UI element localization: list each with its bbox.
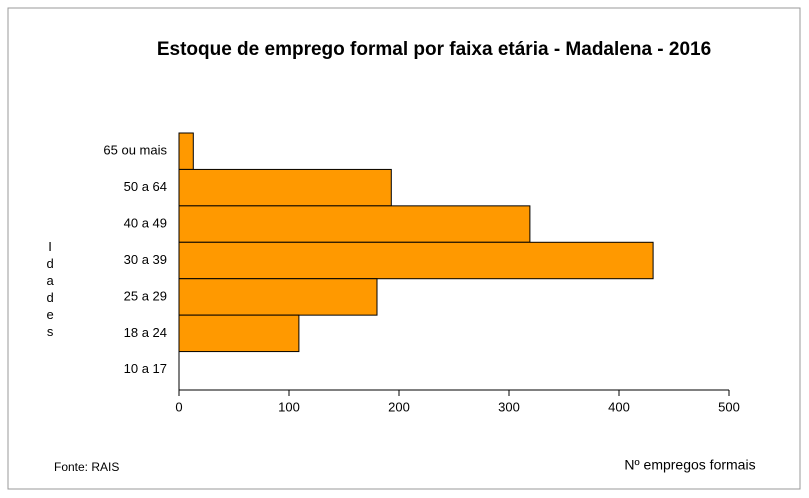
y-tick-label: 65 ou mais bbox=[103, 143, 167, 158]
bar bbox=[178, 314, 300, 353]
y-tick-label: 18 a 24 bbox=[124, 325, 167, 340]
x-tick-label: 0 bbox=[175, 399, 182, 414]
bar bbox=[178, 205, 531, 243]
y-tick-label: 25 a 29 bbox=[124, 288, 167, 303]
bar bbox=[178, 168, 392, 207]
y-axis-label: Idades bbox=[43, 239, 58, 341]
x-tick-label: 200 bbox=[388, 399, 410, 414]
x-tick-label: 400 bbox=[608, 399, 630, 414]
y-tick-label: 40 a 49 bbox=[124, 216, 167, 231]
bar bbox=[178, 278, 378, 316]
x-axis-label: Nº empregos formais bbox=[624, 457, 755, 473]
y-tick-label: 50 a 64 bbox=[124, 179, 167, 194]
x-tick-label: 300 bbox=[498, 399, 520, 414]
x-tick-label: 500 bbox=[718, 399, 740, 414]
bar bbox=[178, 241, 654, 280]
x-tick-label: 100 bbox=[278, 399, 300, 414]
y-tick-label: 10 a 17 bbox=[124, 361, 167, 376]
source: Fonte: RAIS bbox=[54, 460, 119, 474]
bar bbox=[178, 132, 194, 170]
y-tick-label: 30 a 39 bbox=[124, 252, 167, 267]
chart-title: Estoque de emprego formal por faixa etár… bbox=[157, 39, 711, 60]
